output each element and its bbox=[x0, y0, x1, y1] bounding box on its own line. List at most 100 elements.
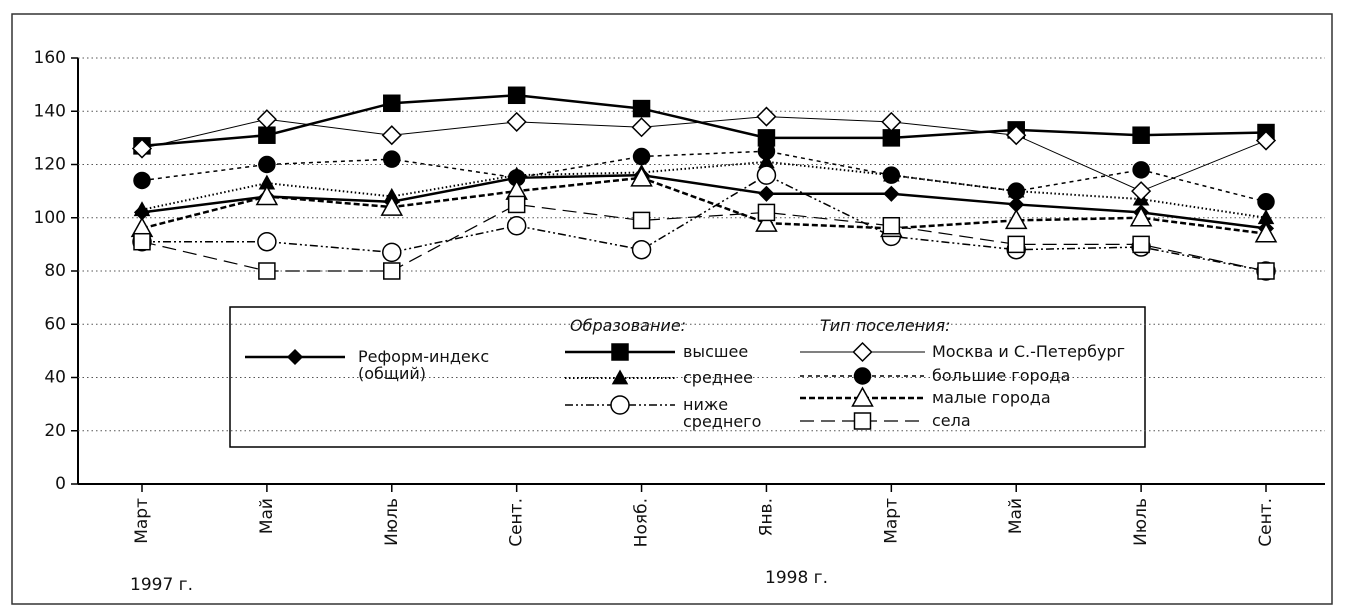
data-point bbox=[632, 147, 651, 166]
legend-marker bbox=[853, 367, 872, 385]
legend-marker bbox=[611, 343, 629, 361]
data-point bbox=[255, 184, 279, 206]
data-point bbox=[1132, 235, 1150, 254]
legend-marker bbox=[851, 386, 874, 407]
data-point bbox=[133, 201, 151, 217]
data-point bbox=[1257, 193, 1275, 211]
data-point bbox=[882, 166, 901, 184]
x-tick-label: Нояб. bbox=[632, 498, 652, 547]
data-point bbox=[381, 125, 402, 146]
y-tick-label: 140 bbox=[34, 101, 66, 121]
data-point bbox=[258, 155, 276, 174]
series-line bbox=[141, 203, 1267, 272]
data-point bbox=[507, 86, 526, 105]
data-point bbox=[258, 126, 276, 144]
data-point bbox=[133, 171, 151, 190]
data-point bbox=[131, 138, 153, 159]
data-point bbox=[882, 129, 901, 147]
legend-label: среднее bbox=[683, 368, 754, 387]
data-point bbox=[1004, 208, 1028, 230]
x-tick-label: Март bbox=[132, 498, 152, 544]
data-point bbox=[757, 142, 776, 160]
legend-heading: Образование: bbox=[570, 316, 687, 335]
data-point bbox=[630, 166, 653, 187]
series-line bbox=[141, 160, 1267, 219]
data-point bbox=[382, 242, 402, 263]
data-point bbox=[383, 150, 401, 168]
series-line bbox=[141, 150, 1267, 203]
data-point bbox=[383, 94, 401, 113]
data-point bbox=[1007, 182, 1025, 200]
legend-label: высшее bbox=[683, 342, 749, 361]
data-point bbox=[757, 203, 776, 222]
legend-marker bbox=[853, 412, 872, 430]
data-point bbox=[1254, 222, 1278, 243]
year-label: 1998 г. bbox=[765, 568, 828, 588]
data-point bbox=[1129, 206, 1153, 227]
data-point bbox=[756, 106, 777, 127]
data-point bbox=[755, 211, 778, 232]
data-point bbox=[882, 216, 901, 235]
y-tick-label: 160 bbox=[34, 48, 66, 68]
y-tick-label: 60 bbox=[44, 314, 66, 334]
series-line bbox=[141, 176, 1267, 235]
y-tick-label: 40 bbox=[44, 368, 66, 388]
data-point bbox=[507, 195, 526, 214]
legend-marker bbox=[611, 369, 629, 385]
legend-label: ниже среднего bbox=[683, 395, 762, 431]
data-point bbox=[631, 239, 652, 260]
data-point bbox=[133, 232, 151, 251]
data-point bbox=[631, 117, 652, 138]
data-point bbox=[1007, 235, 1025, 254]
data-point bbox=[506, 215, 527, 236]
data-point bbox=[632, 211, 651, 230]
data-point bbox=[1257, 262, 1275, 280]
legend-marker bbox=[610, 395, 630, 415]
legend-label: большие города bbox=[932, 366, 1071, 385]
data-point bbox=[1132, 126, 1150, 144]
legend-marker bbox=[286, 348, 304, 366]
data-point bbox=[383, 262, 401, 280]
x-tick-label: Сент. bbox=[507, 498, 527, 547]
data-point bbox=[881, 111, 902, 132]
data-point bbox=[257, 231, 277, 252]
data-point bbox=[883, 185, 900, 202]
data-point bbox=[1255, 130, 1277, 151]
year-label: 1997 г. bbox=[130, 575, 193, 595]
y-tick-label: 100 bbox=[34, 208, 66, 228]
series-line bbox=[141, 116, 1267, 192]
data-point bbox=[380, 195, 404, 216]
frame bbox=[11, 13, 1333, 605]
data-point bbox=[256, 109, 277, 130]
x-tick-label: Янв. bbox=[756, 498, 776, 536]
legend-label: села bbox=[932, 411, 971, 430]
data-point bbox=[758, 185, 775, 202]
legend-marker bbox=[852, 341, 873, 363]
x-tick-label: Март bbox=[881, 498, 901, 544]
data-point bbox=[1132, 161, 1150, 179]
data-point bbox=[1131, 181, 1152, 202]
series-line bbox=[141, 94, 1267, 148]
legend-label: Реформ-индекс (общий) bbox=[358, 347, 490, 383]
data-point bbox=[506, 111, 527, 132]
y-tick-label: 0 bbox=[55, 474, 66, 494]
x-tick-label: Май bbox=[1006, 498, 1026, 534]
data-point bbox=[756, 165, 777, 185]
legend-label: малые города bbox=[932, 388, 1051, 407]
data-point bbox=[632, 99, 651, 118]
x-tick-label: Сент. bbox=[1256, 498, 1276, 547]
series-line bbox=[142, 174, 1267, 272]
x-tick-label: Июль bbox=[1131, 498, 1151, 546]
y-tick-label: 120 bbox=[34, 155, 66, 175]
legend-heading: Тип поселения: bbox=[820, 316, 951, 335]
y-tick-label: 20 bbox=[44, 421, 66, 441]
legend-label: Москва и С.-Петербург bbox=[932, 342, 1125, 361]
data-point bbox=[258, 262, 276, 280]
data-point bbox=[1006, 125, 1027, 146]
x-tick-label: Июль bbox=[382, 498, 402, 546]
x-tick-label: Май bbox=[257, 498, 277, 534]
series-line bbox=[141, 173, 1267, 230]
y-tick-label: 80 bbox=[44, 261, 66, 281]
